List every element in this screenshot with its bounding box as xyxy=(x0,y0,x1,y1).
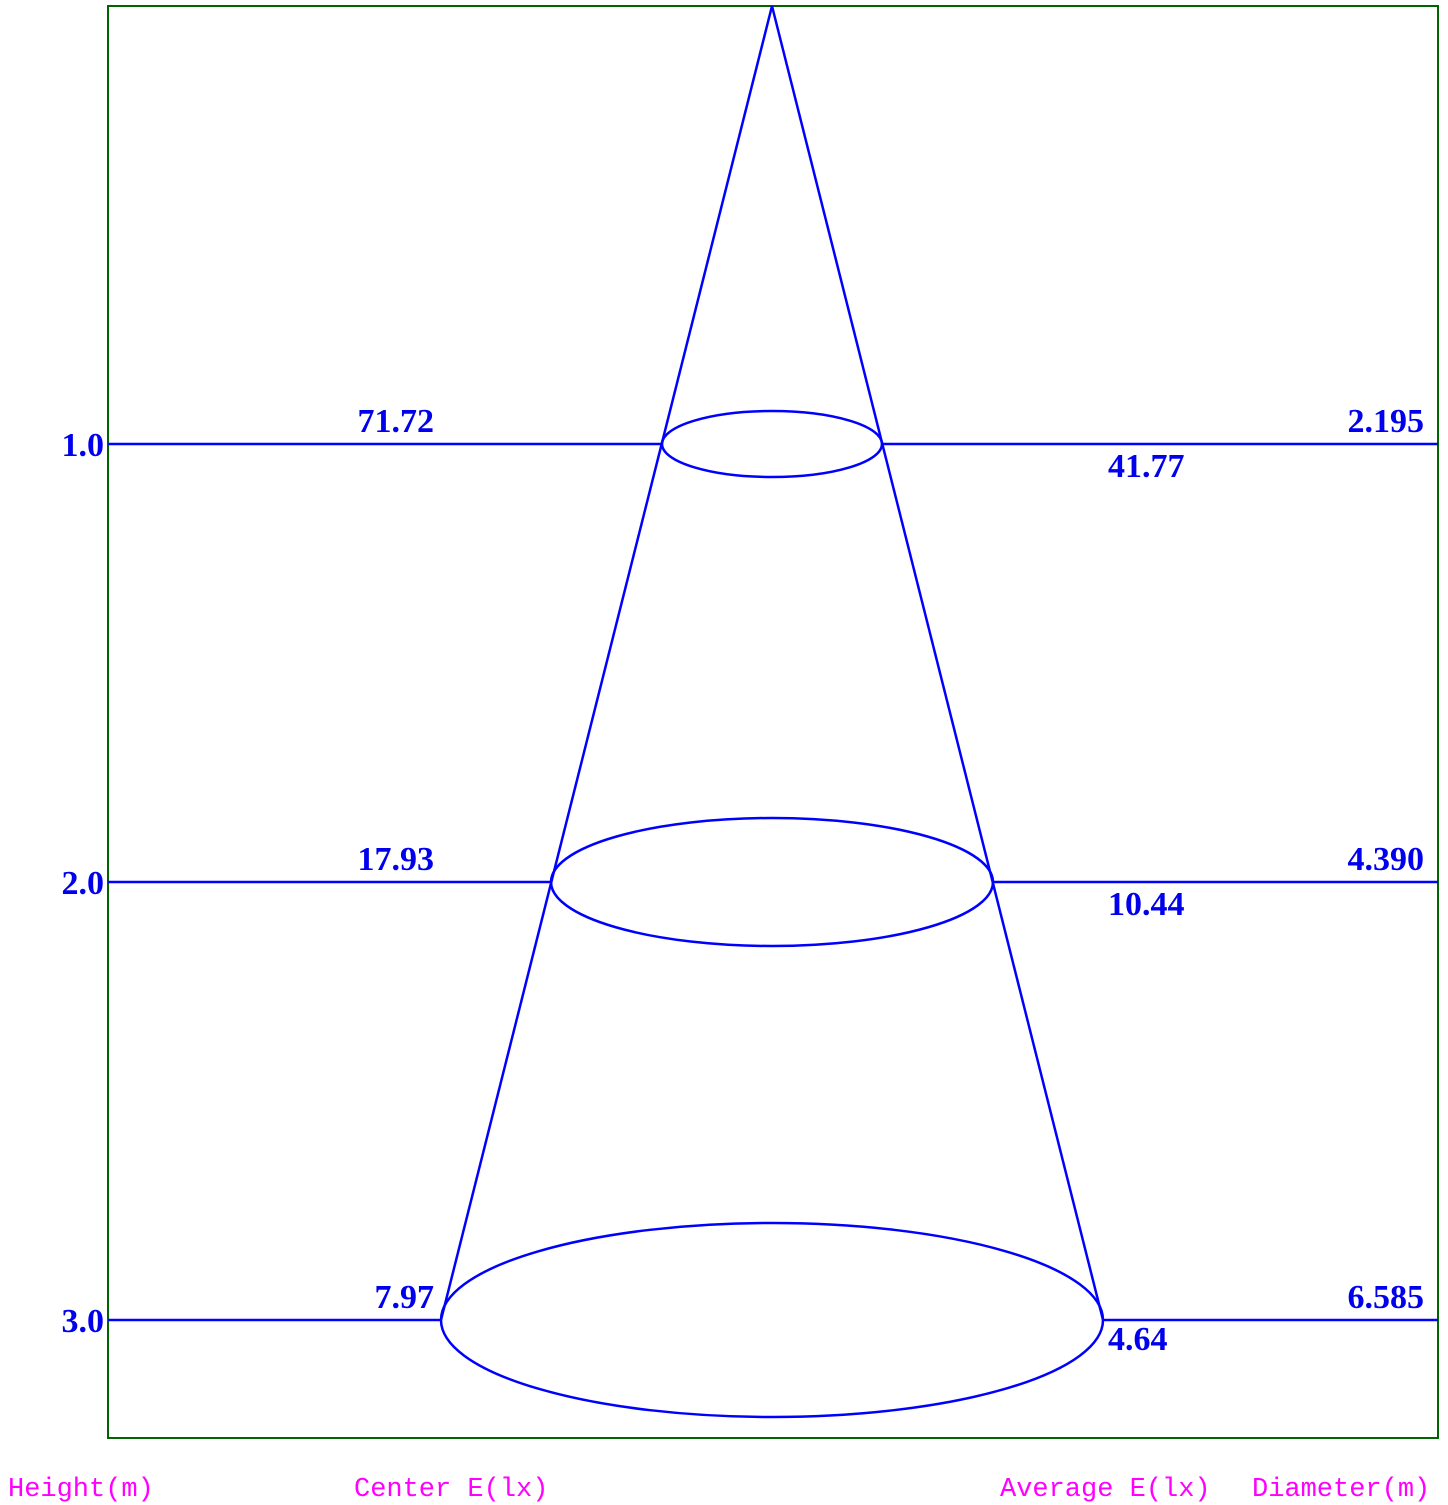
level-3-center-e: 7.97 xyxy=(375,1279,435,1316)
level-2: 2.0 17.93 10.44 4.390 xyxy=(62,816,1438,948)
level-1-spot-ellipse xyxy=(660,409,884,479)
average-e-column-title: Average E(lx) xyxy=(1000,1475,1211,1505)
level-2-diameter: 4.390 xyxy=(1348,841,1425,878)
level-2-height-label: 2.0 xyxy=(62,865,105,902)
level-1-average-e: 41.77 xyxy=(1108,448,1185,485)
center-e-column-title: Center E(lx) xyxy=(354,1475,548,1505)
level-3-diameter: 6.585 xyxy=(1348,1279,1425,1316)
diameter-column-title: Diameter(m) xyxy=(1252,1475,1430,1505)
level-1: 1.0 71.72 41.77 2.195 xyxy=(62,403,1438,485)
cone-left-edge xyxy=(439,5,774,1321)
level-3-height-label: 3.0 xyxy=(62,1303,105,1340)
level-2-center-e: 17.93 xyxy=(358,841,435,878)
level-3-average-e: 4.64 xyxy=(1108,1321,1168,1358)
level-1-diameter: 2.195 xyxy=(1348,403,1425,440)
level-3-spot-ellipse xyxy=(439,1221,1105,1419)
height-axis-title: Height(m) xyxy=(8,1475,154,1505)
level-1-center-e: 71.72 xyxy=(358,403,435,440)
level-2-spot-ellipse xyxy=(549,816,995,948)
level-2-average-e: 10.44 xyxy=(1108,886,1185,923)
cone-right-edge xyxy=(770,5,1105,1321)
level-3: 3.0 7.97 4.64 6.585 xyxy=(62,1221,1438,1419)
level-1-height-label: 1.0 xyxy=(62,427,105,464)
